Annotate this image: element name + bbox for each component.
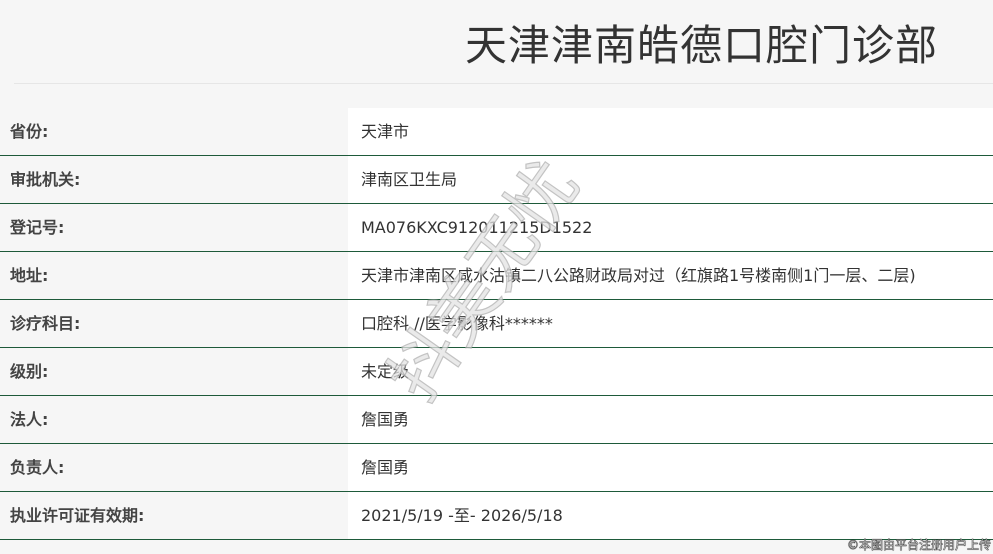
title-divider bbox=[14, 83, 993, 84]
row-label: 审批机关: bbox=[0, 156, 348, 203]
table-row: 登记号: MA076KXC912011215D1522 bbox=[0, 204, 993, 252]
row-value: 詹国勇 bbox=[348, 396, 993, 443]
row-value: 口腔科 //医学影像科****** bbox=[348, 300, 993, 347]
upload-credit: ©本图由平台注册用户上传 bbox=[846, 538, 991, 552]
table-row: 执业许可证有效期: 2021/5/19 -至- 2026/5/18 bbox=[0, 492, 993, 540]
row-label: 执业许可证有效期: bbox=[0, 492, 348, 539]
row-value: MA076KXC912011215D1522 bbox=[348, 204, 993, 251]
row-label: 登记号: bbox=[0, 204, 348, 251]
info-table: 省份: 天津市 审批机关: 津南区卫生局 登记号: MA076KXC912011215… bbox=[0, 108, 993, 540]
row-value: 天津市津南区咸水沽镇二八公路财政局对过（红旗路1号楼南侧1门一层、二层) bbox=[348, 252, 993, 299]
row-label: 地址: bbox=[0, 252, 348, 299]
table-row: 级别: 未定级 bbox=[0, 348, 993, 396]
table-row: 省份: 天津市 bbox=[0, 108, 993, 156]
row-value: 津南区卫生局 bbox=[348, 156, 993, 203]
table-row: 地址: 天津市津南区咸水沽镇二八公路财政局对过（红旗路1号楼南侧1门一层、二层) bbox=[0, 252, 993, 300]
row-label: 法人: bbox=[0, 396, 348, 443]
page-title: 天津津南皓德口腔门诊部 bbox=[464, 21, 938, 70]
row-value: 天津市 bbox=[348, 108, 993, 155]
table-row: 诊疗科目: 口腔科 //医学影像科****** bbox=[0, 300, 993, 348]
row-label: 级别: bbox=[0, 348, 348, 395]
row-value: 未定级 bbox=[348, 348, 993, 395]
row-label: 诊疗科目: bbox=[0, 300, 348, 347]
row-label: 负责人: bbox=[0, 444, 348, 491]
row-label: 省份: bbox=[0, 108, 348, 155]
row-value: 2021/5/19 -至- 2026/5/18 bbox=[348, 492, 993, 539]
table-row: 法人: 詹国勇 bbox=[0, 396, 993, 444]
row-value: 詹国勇 bbox=[348, 444, 993, 491]
table-row: 负责人: 詹国勇 bbox=[0, 444, 993, 492]
table-row: 审批机关: 津南区卫生局 bbox=[0, 156, 993, 204]
